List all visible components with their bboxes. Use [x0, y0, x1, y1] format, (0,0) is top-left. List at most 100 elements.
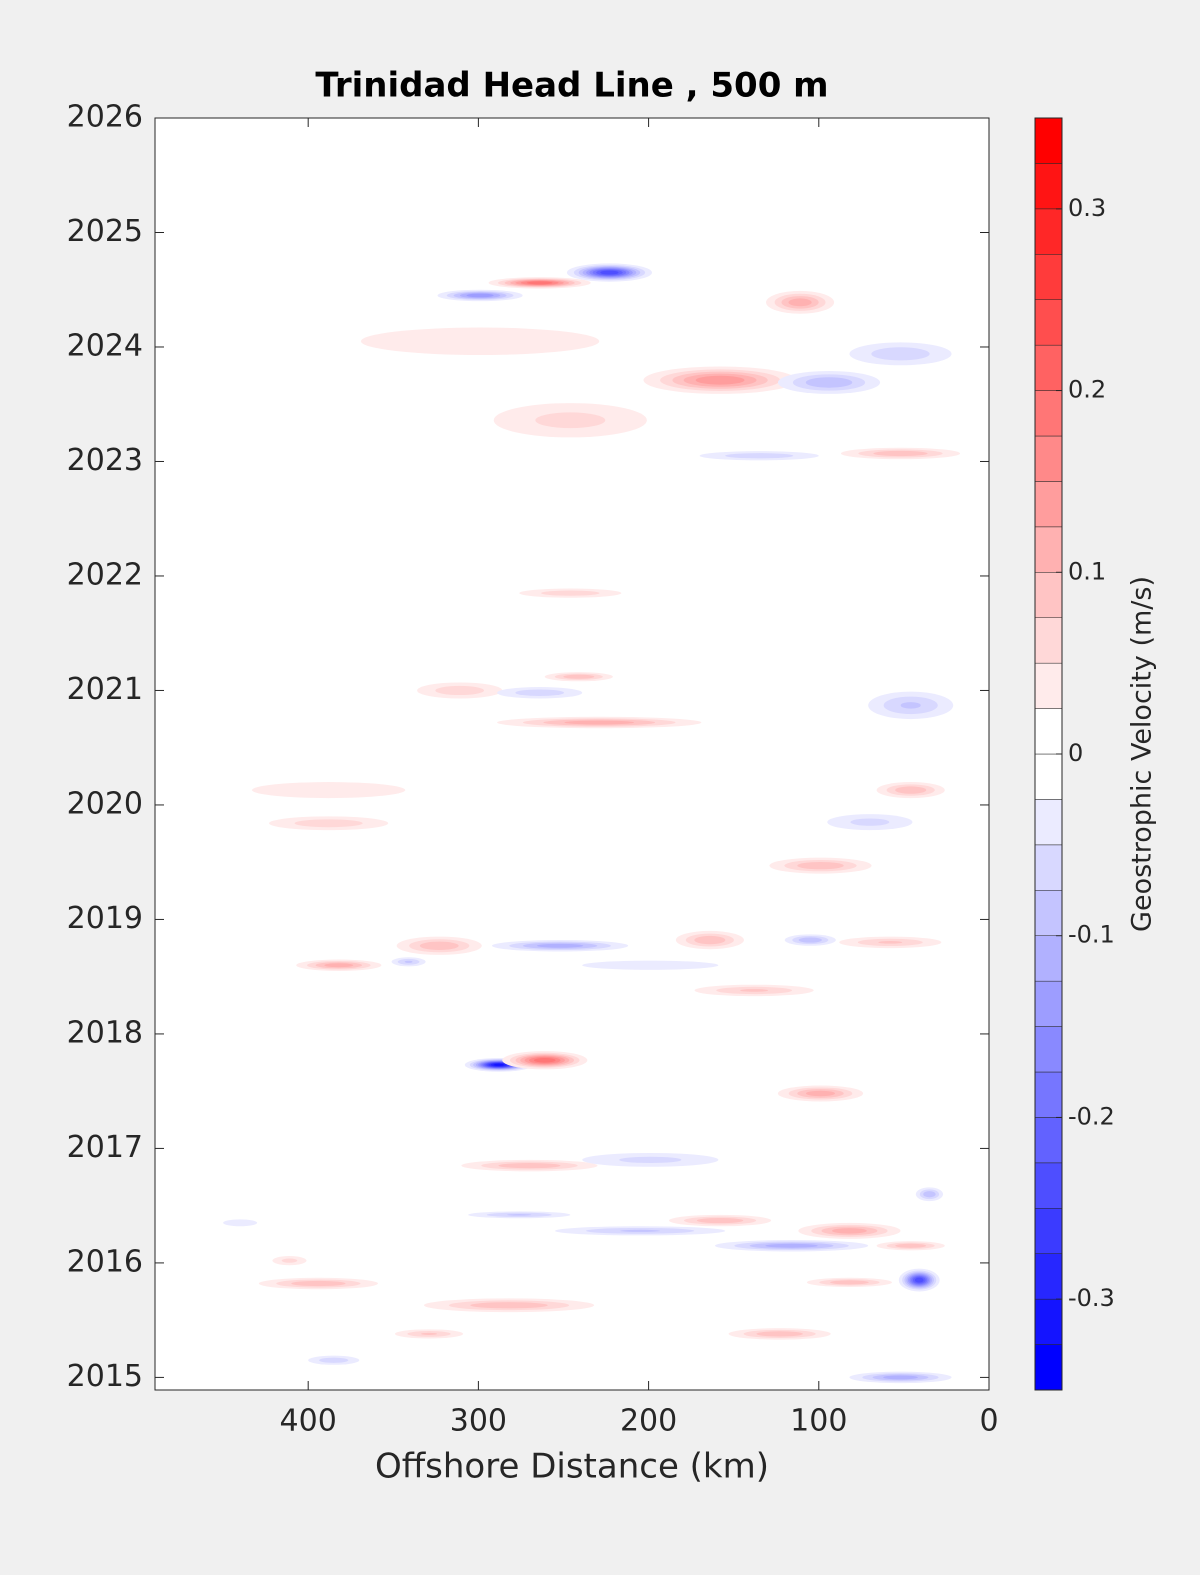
contour-band: [536, 943, 584, 948]
colorbar-label: Geostrophic Velocity (m/s): [1127, 576, 1158, 932]
contour-band: [319, 1357, 349, 1363]
contour-band: [435, 685, 484, 696]
contour-band: [515, 689, 564, 697]
contour-band: [533, 1057, 556, 1063]
colorbar-tick-label: 0: [1068, 739, 1083, 767]
colorbar-band: [1034, 344, 1063, 391]
contour-band: [725, 453, 794, 459]
y-tick-label: 2026: [67, 100, 143, 135]
contour-band: [830, 1280, 869, 1285]
colorbar-band: [1034, 208, 1063, 255]
contour-band: [895, 786, 927, 794]
contour-band: [600, 270, 619, 275]
contour-band: [765, 1243, 818, 1248]
colorbar-band: [1034, 254, 1063, 300]
x-axis-label: Offshore Distance (km): [375, 1447, 769, 1487]
contour-band: [324, 963, 354, 968]
colorbar-band: [1034, 435, 1063, 482]
colorbar-band: [1034, 481, 1063, 528]
contour-field: [223, 263, 961, 1384]
contour-band: [419, 941, 459, 950]
y-tick-label: 2023: [67, 443, 143, 478]
colorbar-band: [1034, 299, 1063, 346]
colorbar-band: [1034, 662, 1063, 709]
axes: 400 300 200 100 0 2015 2016 2017 2018 2019 2020 202…: [67, 100, 999, 1439]
contour-band: [466, 293, 494, 298]
contour-band: [582, 960, 719, 970]
contour-band: [526, 281, 553, 285]
contour-band: [294, 819, 363, 828]
contour-band: [493, 1063, 505, 1066]
colorbar-band: [1034, 1026, 1063, 1073]
contour-band: [914, 1277, 924, 1283]
contour-band: [541, 590, 600, 596]
contour-band: [563, 674, 595, 679]
colorbar: -0.3 -0.2 -0.1 0 0.1 0.2 0.3: [1034, 117, 1115, 1391]
contour-band: [788, 298, 812, 307]
colorbar-band: [1034, 390, 1063, 437]
contour-band: [470, 1302, 548, 1309]
y-tick-label: 2025: [67, 214, 143, 249]
contour-band: [805, 377, 853, 388]
chart-title: Trinidad Head Line , 500 m: [315, 66, 828, 106]
contour-band: [620, 1229, 661, 1232]
contour-band: [695, 375, 745, 385]
contour-band: [223, 1219, 258, 1227]
colorbar-band: [1034, 980, 1063, 1027]
y-tick-label: 2018: [67, 1015, 143, 1050]
contour-band: [498, 1162, 561, 1169]
colorbar-band: [1034, 1298, 1063, 1345]
colorbar-tick-label: 0.1: [1068, 557, 1106, 585]
contour-band: [883, 1375, 918, 1380]
contour-band: [923, 1191, 936, 1198]
contour-band: [696, 1217, 744, 1224]
contour-band: [281, 1258, 298, 1263]
axes-box: [154, 117, 990, 1391]
colorbar-band: [1034, 1162, 1063, 1209]
contour-band: [895, 1243, 927, 1248]
x-tick-label: 100: [790, 1404, 847, 1439]
colorbar-band: [1034, 935, 1063, 982]
colorbar-tick-label: -0.1: [1068, 921, 1115, 949]
x-tick-label: 300: [450, 1404, 507, 1439]
y-tick-label: 2024: [67, 328, 143, 363]
contour-band: [252, 782, 406, 799]
contour-band: [832, 1228, 867, 1234]
colorbar-band: [1034, 1208, 1063, 1254]
y-tick-label: 2019: [67, 901, 143, 936]
contour-band: [878, 940, 903, 944]
colorbar-tick-label: 0.2: [1068, 376, 1106, 404]
y-tick-label: 2016: [67, 1244, 143, 1279]
y-tick-label: 2021: [67, 672, 143, 707]
contour-band: [850, 818, 890, 826]
colorbar-band: [1034, 708, 1063, 755]
contour-band: [805, 1090, 836, 1097]
colorbar-band: [1034, 572, 1063, 618]
y-tick-label: 2017: [67, 1130, 143, 1165]
contour-band: [694, 935, 726, 945]
contour-band: [404, 960, 413, 963]
y-tick-label: 2020: [67, 786, 143, 821]
contour-band: [871, 347, 930, 361]
contour-band: [421, 1332, 438, 1335]
colorbar-band: [1034, 117, 1063, 164]
contour-band: [564, 720, 635, 725]
contour-band: [798, 937, 822, 943]
colorbar-band: [1034, 1117, 1063, 1164]
colorbar-tick-label: -0.3: [1068, 1284, 1115, 1312]
colorbar-band: [1034, 1344, 1063, 1391]
contour-band: [873, 450, 928, 457]
x-tick-label: 400: [280, 1404, 337, 1439]
contour-band: [797, 861, 844, 870]
contour-band: [291, 1280, 346, 1287]
colorbar-band: [1034, 1253, 1063, 1300]
colorbar-tick-label: -0.2: [1068, 1102, 1115, 1130]
contour-band: [507, 1214, 532, 1216]
contour-band: [535, 412, 606, 429]
x-tick-label: 0: [979, 1404, 998, 1439]
colorbar-tick-label: 0.3: [1068, 194, 1106, 222]
colorbar-band: [1034, 799, 1063, 846]
contour-band: [740, 989, 769, 992]
contour-band: [619, 1156, 682, 1164]
contour-band: [360, 327, 600, 355]
